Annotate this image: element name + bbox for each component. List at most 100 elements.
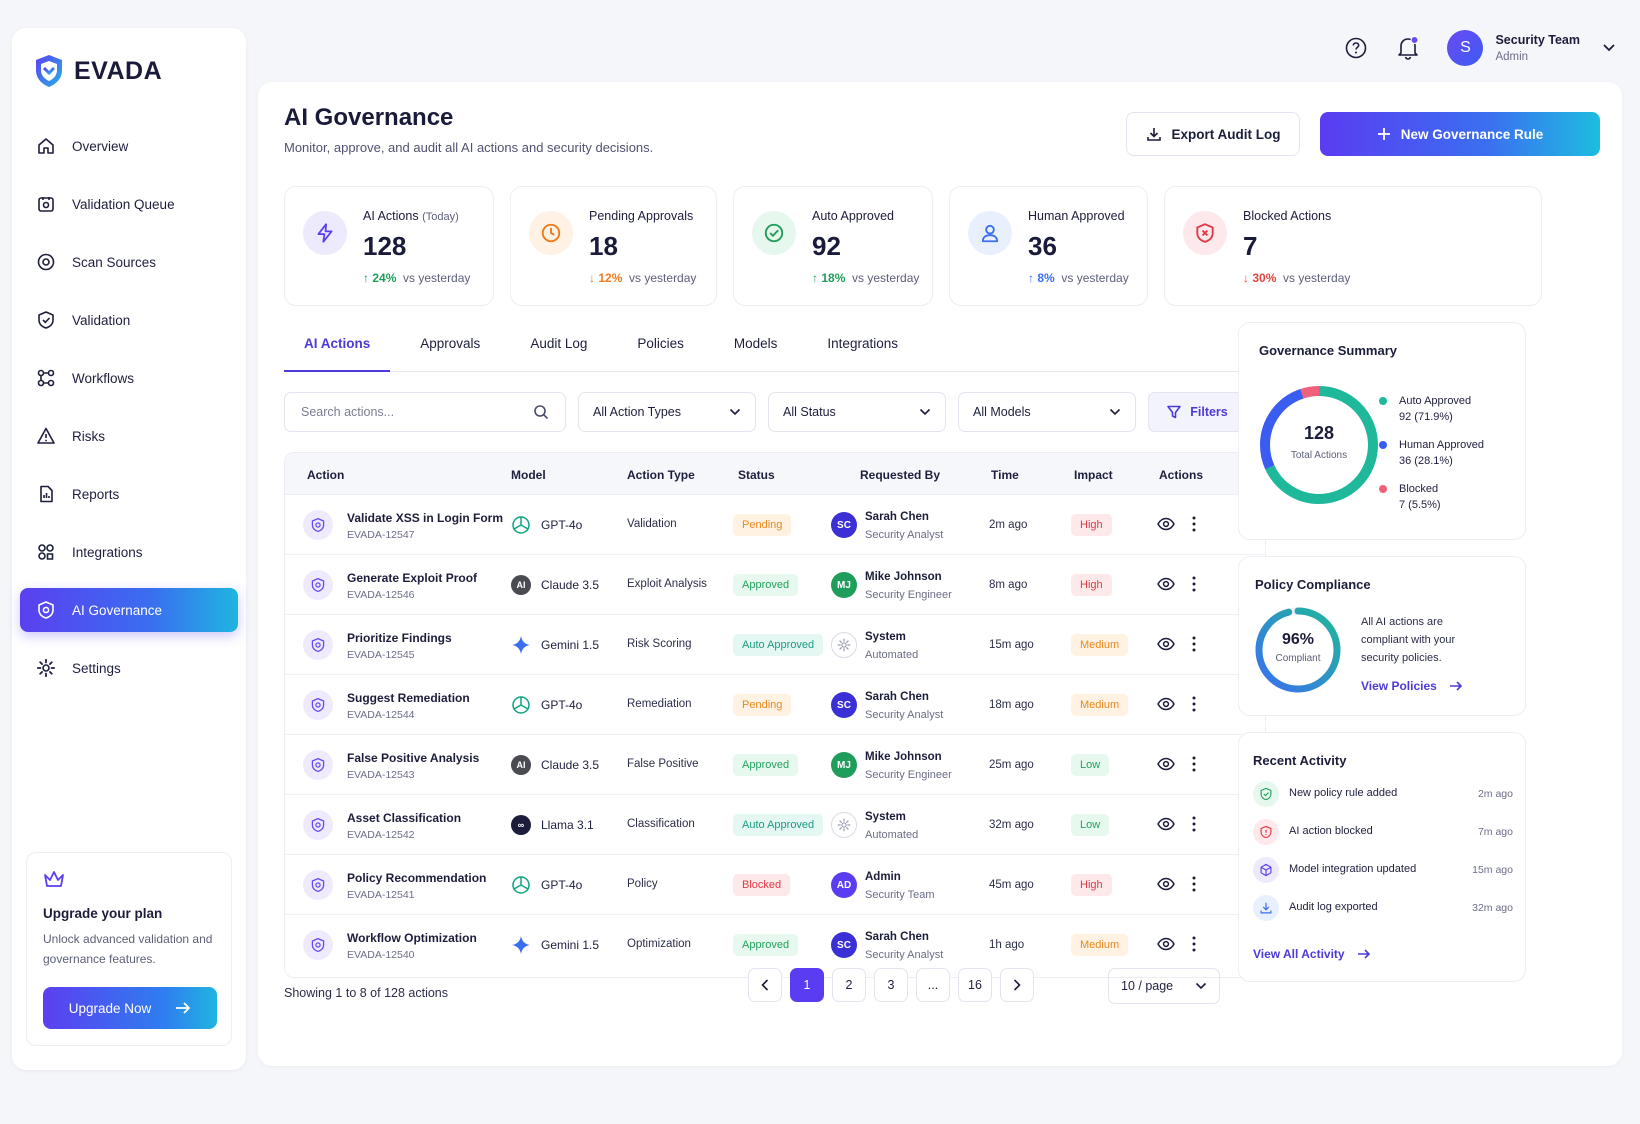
table-row[interactable]: Validate XSS in Login Form EVADA-12547 G… [285,495,1265,555]
tab-integrations[interactable]: Integrations [827,336,898,351]
requester-name: Sarah Chen [865,511,929,523]
page-button[interactable]: 1 [790,968,824,1002]
model-name: Gemini 1.5 [541,638,600,652]
sidebar-item-label: Integrations [72,544,143,560]
tab-approvals[interactable]: Approvals [420,336,481,351]
more-vertical-icon[interactable] [1191,515,1197,533]
new-governance-rule-button[interactable]: New Governance Rule [1320,112,1600,156]
view-policies-link[interactable]: View Policies [1361,679,1463,693]
eye-icon[interactable] [1157,637,1175,651]
action-time: 32m ago [989,819,1034,831]
table-row[interactable]: Workflow Optimization EVADA-12540 Gemini… [285,915,1265,975]
activity-item[interactable]: Audit log exported 32m ago [1253,895,1513,923]
per-page-select[interactable]: 10 / page [1108,968,1220,1004]
table-row[interactable]: Policy Recommendation EVADA-12541 GPT-4o… [285,855,1265,915]
action-type: Policy [627,878,658,890]
sidebar-item-label: Reports [72,486,120,502]
filters-button[interactable]: Filters [1148,392,1246,432]
eye-icon[interactable] [1157,937,1175,951]
action-time: 15m ago [989,639,1034,651]
user-icon [981,224,999,243]
more-vertical-icon[interactable] [1191,755,1197,773]
sidebar-item-scan-sources[interactable]: Scan Sources [20,240,238,284]
compliance-text: All AI actions are compliant with your s… [1361,616,1456,664]
sidebar-item-integrations[interactable]: Integrations [20,530,238,574]
eye-icon[interactable] [1157,817,1175,831]
tab-models[interactable]: Models [733,336,778,351]
upgrade-text: Unlock advanced validation and governanc… [43,932,213,966]
sidebar-item-workflows[interactable]: Workflows [20,356,238,400]
sidebar-item-risks[interactable]: Risks [20,414,238,458]
next-page-button[interactable] [1000,968,1034,1002]
stat-value: 92 [812,231,841,261]
activity-item[interactable]: New policy rule added 2m ago [1253,781,1513,809]
activity-item[interactable]: Model integration updated 15m ago [1253,857,1513,885]
model-name: Claude 3.5 [541,758,600,772]
tab-policies[interactable]: Policies [637,336,684,351]
more-vertical-icon[interactable] [1191,815,1197,833]
gpt-logo-icon [511,515,531,535]
user-menu[interactable]: S Security Team Admin [1447,30,1616,66]
legend-label: Human Approved [1399,439,1484,451]
help-button[interactable] [1343,35,1369,61]
table-row[interactable]: False Positive Analysis EVADA-12543 AI C… [285,735,1265,795]
prev-page-button[interactable] [748,968,782,1002]
brand-logo[interactable]: EVADA [34,54,162,88]
sidebar-item-validation[interactable]: Validation [20,298,238,342]
action-types-select[interactable]: All Action Types [578,392,756,432]
requester-avatar: MJ [831,572,857,598]
action-time: 45m ago [989,879,1034,891]
sidebar-item-reports[interactable]: Reports [20,472,238,516]
requester-avatar: SC [831,932,857,958]
activity-item[interactable]: AI action blocked 7m ago [1253,819,1513,847]
gemini-logo-icon [511,935,531,955]
page-button[interactable]: ... [916,968,950,1002]
page-button[interactable]: 2 [832,968,866,1002]
page-button[interactable]: 16 [958,968,992,1002]
status-badge: Pending [733,514,792,536]
sidebar-item-label: AI Governance [72,602,163,618]
more-vertical-icon[interactable] [1191,635,1197,653]
more-vertical-icon[interactable] [1191,935,1197,953]
chevron-down-icon [1195,982,1207,990]
sidebar-item-ai-governance[interactable]: AI Governance [20,588,238,632]
stat-delta-vs: vs yesterday [1283,271,1351,285]
more-vertical-icon[interactable] [1191,695,1197,713]
models-select[interactable]: All Models [958,392,1136,432]
eye-icon[interactable] [1157,697,1175,711]
table-row[interactable]: Asset Classification EVADA-12542 ∞ Llama… [285,795,1265,855]
gear-icon [36,658,56,678]
eye-icon[interactable] [1157,877,1175,891]
avatar: S [1447,30,1484,66]
sidebar-item-overview[interactable]: Overview [20,124,238,168]
more-vertical-icon[interactable] [1191,575,1197,593]
tab-ai-actions[interactable]: AI Actions [284,332,391,372]
status-select[interactable]: All Status [768,392,946,432]
action-name: Asset Classification [347,811,462,825]
action-time: 8m ago [989,579,1028,591]
activity-text: Model integration updated [1289,863,1417,875]
warning-icon [37,427,55,444]
sidebar-item-label: Workflows [72,370,135,386]
table-row[interactable]: Generate Exploit Proof EVADA-12546 AI Cl… [285,555,1265,615]
view-all-activity-link[interactable]: View All Activity [1253,947,1371,961]
tab-audit-log[interactable]: Audit Log [530,336,588,351]
upgrade-now-button[interactable]: Upgrade Now [43,987,217,1029]
stat-label: Auto Approved [812,209,894,223]
table-row[interactable]: Suggest Remediation EVADA-12544 GPT-4o R… [285,675,1265,735]
page-button[interactable]: 3 [874,968,908,1002]
action-type: Optimization [627,938,691,950]
eye-icon[interactable] [1157,577,1175,591]
export-audit-log-button[interactable]: Export Audit Log [1126,112,1300,156]
sidebar-item-settings[interactable]: Settings [20,646,238,690]
eye-icon[interactable] [1157,757,1175,771]
eye-icon[interactable] [1157,517,1175,531]
notifications-button[interactable] [1395,35,1421,61]
stat-delta-vs: vs yesterday [1061,271,1129,285]
view-all-activity-label: View All Activity [1253,947,1345,961]
table-body: Validate XSS in Login Form EVADA-12547 G… [285,495,1265,975]
table-row[interactable]: Prioritize Findings EVADA-12545 Gemini 1… [285,615,1265,675]
more-vertical-icon[interactable] [1191,875,1197,893]
search-input[interactable]: Search actions... [284,392,566,432]
sidebar-item-validation-queue[interactable]: Validation Queue [20,182,238,226]
